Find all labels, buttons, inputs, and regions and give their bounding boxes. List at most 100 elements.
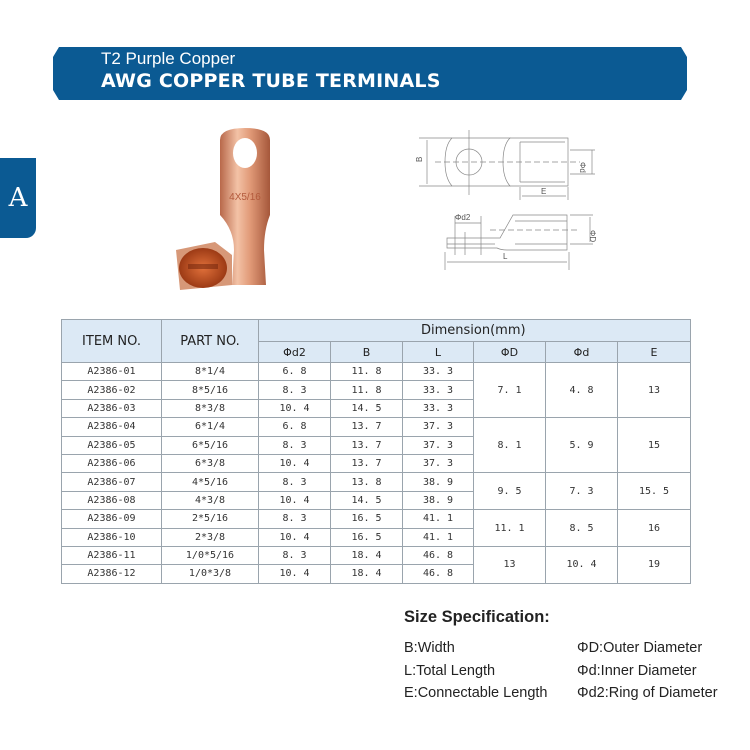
spec-item: L:Total Length [404,663,496,679]
item-cell: A2386-04 [61,417,162,437]
l-cell: 33. 3 [402,380,474,400]
copper-terminal-photo: 4X5/16 [176,128,270,290]
label-B: B [415,157,424,162]
b-cell: 18. 4 [330,564,403,584]
d2-cell: 8. 3 [258,509,331,529]
od-cell: 7. 1 [473,361,546,419]
d2-cell: 6. 8 [258,417,331,437]
l-cell: 46. 8 [402,564,474,584]
table-row: A2386-06 6*3/8 10. 4 13. 7 37. 3 [61,453,691,474]
d2-cell: 8. 3 [258,472,331,492]
od-cell: 13 [473,545,546,584]
header-d: Φd [545,341,618,363]
table-row: A2386-07 4*5/16 8. 3 13. 8 38. 9 9. 5 7. 3 15. … [61,472,691,511]
l-cell: 37. 3 [402,417,474,437]
b-cell: 11. 8 [330,361,403,382]
b-cell: 14. 5 [330,490,403,511]
stamp-text: 4X5/16 [229,192,261,203]
label-L: L [503,252,508,261]
item-cell: A2386-05 [61,435,162,455]
id-cell: 10. 4 [545,545,618,584]
spec-item: Φd:Inner Diameter [577,663,697,679]
header-dimension: Dimension(mm) [258,319,691,342]
part-cell: 6*5/16 [161,435,259,455]
table-row: A2386-01 8*1/4 6. 8 11. 8 33. 3 7. 1 4. 8 13 [61,361,691,419]
id-cell: 7. 3 [545,472,618,511]
item-cell: A2386-10 [61,527,162,547]
part-cell: 8*5/16 [161,380,259,400]
table-row: A2386-11 1/0*5/16 8. 3 18. 4 46. 8 13 10. 4 19 [61,545,691,584]
d2-cell: 8. 3 [258,545,331,566]
dimension-diagram: B E Φd Φd2 ΦD L [415,130,597,270]
header-item-no: ITEM NO. [61,319,162,363]
l-cell: 37. 3 [402,435,474,455]
part-cell: 2*3/8 [161,527,259,547]
part-cell: 2*5/16 [161,509,259,529]
spec-item: E:Connectable Length [404,685,548,701]
banner-title: AWG COPPER TUBE TERMINALS [101,70,441,92]
d2-cell: 10. 4 [258,453,331,474]
part-cell: 6*3/8 [161,453,259,474]
b-cell: 13. 7 [330,417,403,437]
header-part-no: PART NO. [161,319,259,363]
id-cell: 8. 5 [545,509,618,547]
e-cell: 19 [617,545,691,584]
b-cell: 13. 8 [330,472,403,492]
spec-table: ITEM NO. PART NO. Dimension(mm) Φd2 B L … [61,319,691,584]
d2-cell: 10. 4 [258,490,331,511]
b-cell: 11. 8 [330,380,403,400]
section-tab: A [0,158,36,238]
id-cell: 5. 9 [545,417,618,474]
l-cell: 38. 9 [402,490,474,511]
spec-item: Φd2:Ring of Diameter [577,685,718,701]
label-E: E [541,187,546,196]
d2-cell: 10. 4 [258,398,331,419]
part-cell: 8*3/8 [161,398,259,419]
table-row: A2386-09 2*5/16 8. 3 16. 5 41. 1 11. 1 8. 5 16 [61,509,691,547]
label-d: Φd [578,162,587,173]
l-cell: 37. 3 [402,453,474,474]
b-cell: 14. 5 [330,398,403,419]
header-D: ΦD [473,341,546,363]
b-cell: 13. 7 [330,453,403,474]
banner-subtitle: T2 Purple Copper [101,49,236,68]
item-cell: A2386-02 [61,380,162,400]
part-cell: 1/0*3/8 [161,564,259,584]
l-cell: 33. 3 [402,398,474,419]
header-L: L [402,341,474,363]
spec-title: Size Specification: [404,608,550,626]
item-cell: A2386-01 [61,361,162,382]
item-cell: A2386-03 [61,398,162,419]
d2-cell: 10. 4 [258,564,331,584]
d2-cell: 10. 4 [258,527,331,547]
spec-item: ΦD:Outer Diameter [577,640,703,656]
table-row: A2386-10 2*3/8 10. 4 16. 5 41. 1 [61,527,691,547]
item-cell: A2386-08 [61,490,162,511]
b-cell: 16. 5 [330,527,403,547]
part-cell: 6*1/4 [161,417,259,437]
header-banner: T2 Purple Copper AWG COPPER TUBE TERMINA… [53,47,687,100]
e-cell: 15. 5 [617,472,691,511]
spec-item: B:Width [404,640,455,656]
b-cell: 18. 4 [330,545,403,566]
l-cell: 38. 9 [402,472,474,492]
e-cell: 16 [617,509,691,547]
od-cell: 8. 1 [473,417,546,474]
e-cell: 15 [617,417,691,474]
table-row: A2386-04 6*1/4 6. 8 13. 7 37. 3 8. 1 5. 9 15 [61,417,691,474]
label-D: ΦD [588,230,597,242]
label-d2: Φd2 [455,213,471,222]
size-specification: Size Specification: B:Width ΦD:Outer Dia… [404,608,718,701]
item-cell: A2386-11 [61,545,162,566]
id-cell: 4. 8 [545,361,618,419]
b-cell: 16. 5 [330,509,403,529]
header-B: B [330,341,403,363]
b-cell: 13. 7 [330,435,403,455]
l-cell: 41. 1 [402,509,474,529]
d2-cell: 6. 8 [258,361,331,382]
part-cell: 4*5/16 [161,472,259,492]
od-cell: 11. 1 [473,509,546,547]
spec-row: E:Connectable Length Φd2:Ring of Diamete… [404,685,744,701]
d2-cell: 8. 3 [258,380,331,400]
l-cell: 46. 8 [402,545,474,566]
